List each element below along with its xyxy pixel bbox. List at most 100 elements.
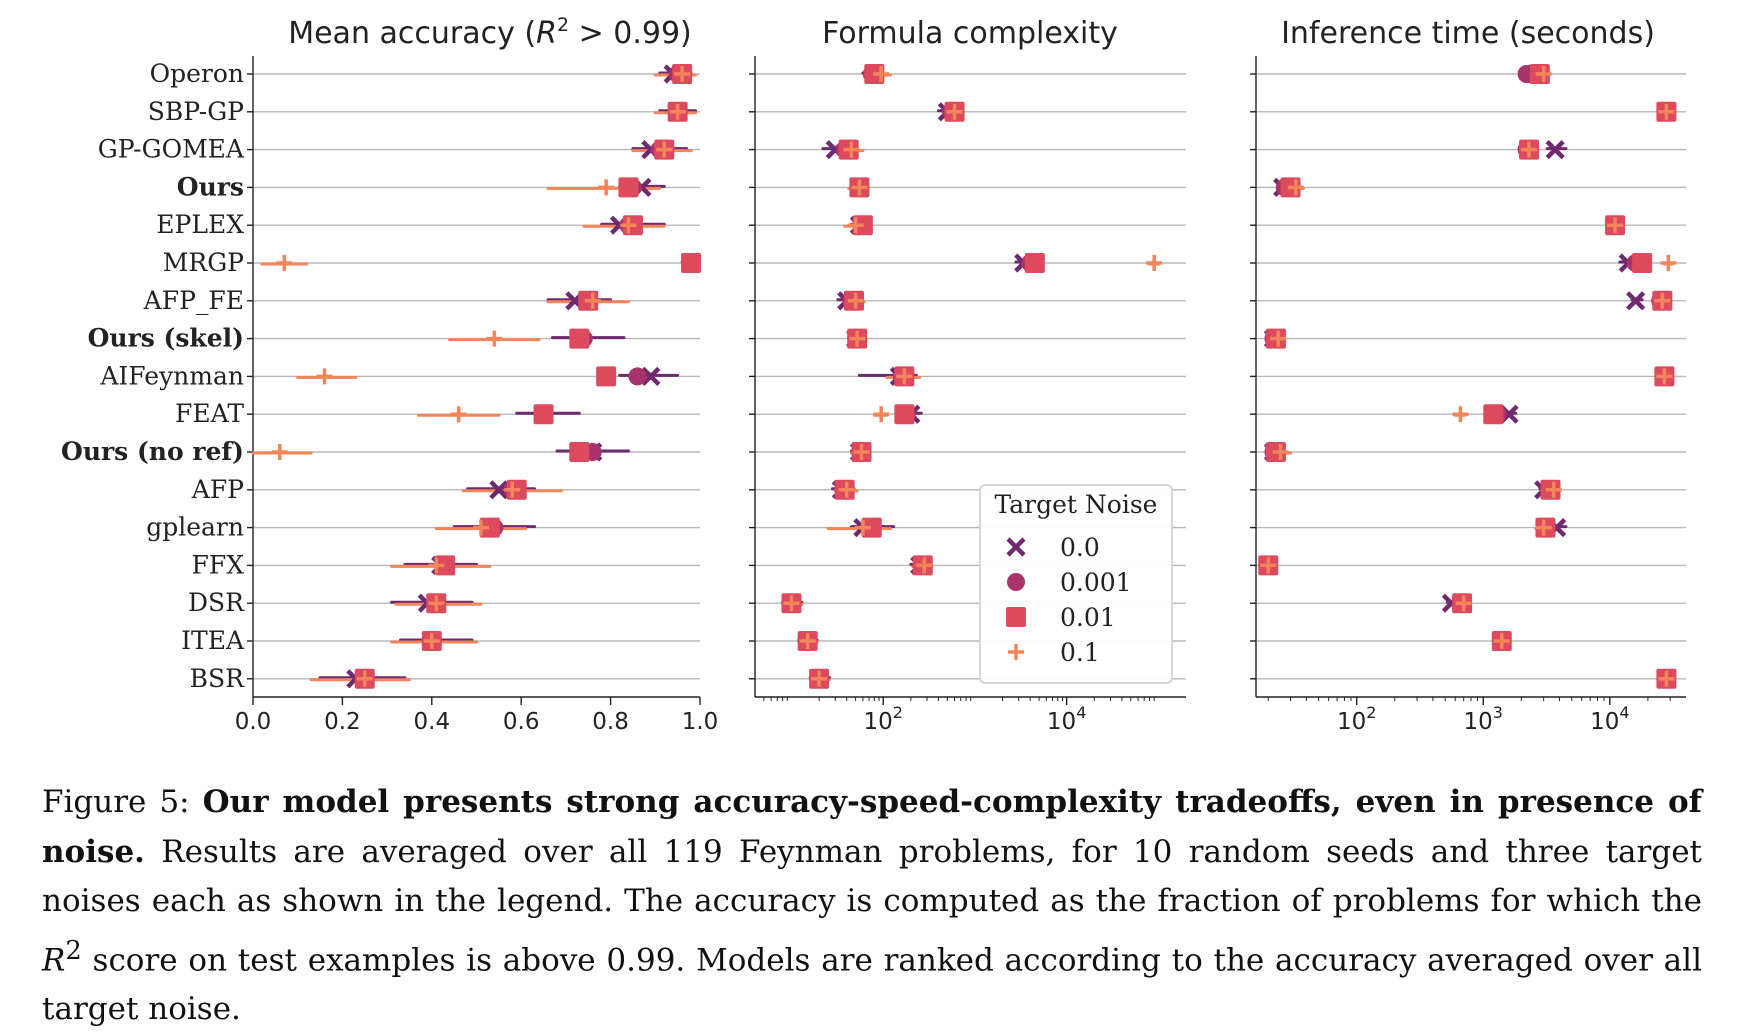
accuracy-xtick-label: 0.6 bbox=[503, 709, 540, 735]
accuracy-point-noise-0-1-ours-no-ref bbox=[271, 444, 288, 460]
accuracy-point-noise-0-1-operon bbox=[674, 66, 691, 82]
accuracy-point-noise-0-1-gplearn bbox=[472, 519, 489, 536]
accuracy-point-noise-0-0-aifeynman bbox=[641, 366, 661, 386]
method-label-ours-no-ref: Ours (no ref) bbox=[61, 437, 244, 466]
legend-label-0-01: 0.01 bbox=[1060, 603, 1116, 632]
complexity-point-noise-0-1-itea bbox=[799, 633, 816, 649]
method-label-ffx: FFX bbox=[192, 550, 245, 579]
legend-marker-0-1 bbox=[1008, 644, 1024, 660]
caption-text-1: Results are averaged over all 119 Feynma… bbox=[42, 833, 1702, 920]
time-xtick-label: 102 bbox=[1337, 703, 1376, 735]
complexity-point-noise-0-1-sbp-gp bbox=[946, 103, 963, 120]
method-label-eplex: EPLEX bbox=[156, 210, 244, 239]
accuracy-xtick-label: 0.0 bbox=[235, 709, 272, 735]
time-point-noise-0-0-afp-fe bbox=[1626, 291, 1646, 311]
accuracy-point-noise-0-1-afp-fe bbox=[584, 292, 601, 309]
accuracy-point-noise-0-1-ffx bbox=[428, 557, 445, 574]
time-point-noise-0-1-itea bbox=[1493, 633, 1510, 649]
method-label-gplearn: gplearn bbox=[146, 513, 244, 542]
time-point-noise-0-1-eplex bbox=[1607, 217, 1624, 234]
accuracy-point-noise-0-01-feat bbox=[533, 404, 554, 425]
results-figure: 0.0 0.2 0.4 0.6 0.8 1.0 102 104 102 103 104 Oper… bbox=[61, 14, 1686, 735]
complexity-point-noise-0-1-ffx bbox=[916, 557, 933, 574]
time-point-noise-0-1-bsr bbox=[1658, 670, 1675, 687]
legend-marker-0-001 bbox=[1007, 573, 1025, 591]
accuracy-xtick-label: 0.8 bbox=[592, 709, 629, 735]
accuracy-point-noise-0-1-mrgp bbox=[276, 255, 293, 271]
complexity-point-noise-0-1-dsr bbox=[783, 595, 800, 612]
complexity-panel: 102 104 bbox=[749, 56, 1186, 735]
accuracy-point-noise-0-01-gplearn bbox=[479, 517, 500, 538]
complexity-point-noise-0-1-operon bbox=[873, 66, 890, 82]
accuracy-panel-title: Mean accuracy (R2 > 0.99) bbox=[288, 14, 692, 51]
time-point-noise-0-1-sbp-gp bbox=[1658, 103, 1675, 120]
method-label-mrgp: MRGP bbox=[163, 248, 244, 277]
accuracy-point-noise-0-1-afp bbox=[504, 481, 521, 498]
time-point-noise-0-0-gp-gomea bbox=[1545, 140, 1565, 160]
accuracy-point-noise-0-01-ours-skel bbox=[569, 328, 590, 349]
time-point-noise-0-01-feat bbox=[1483, 404, 1504, 425]
time-point-noise-0-1-afp-fe bbox=[1654, 292, 1671, 309]
accuracy-point-noise-0-1-dsr bbox=[428, 595, 445, 612]
accuracy-point-noise-0-01-aifeynman bbox=[596, 366, 617, 387]
complexity-point-noise-0-1-afp bbox=[838, 481, 855, 498]
time-point-noise-0-1-feat bbox=[1452, 406, 1469, 423]
complexity-panel-title: Formula complexity bbox=[822, 16, 1118, 51]
legend-frame bbox=[979, 484, 1173, 684]
accuracy-xtick-label: 1.0 bbox=[682, 709, 719, 735]
complexity-point-noise-0-01-feat bbox=[894, 404, 915, 425]
legend-marker-0-0 bbox=[1006, 537, 1026, 557]
complexity-point-noise-0-1-bsr bbox=[811, 670, 828, 687]
legend-label-0-001: 0.001 bbox=[1060, 568, 1132, 597]
time-point-noise-0-1-ours-no-ref bbox=[1272, 444, 1289, 460]
method-label-operon: Operon bbox=[150, 59, 244, 88]
complexity-point-noise-0-1-afp-fe bbox=[847, 292, 864, 309]
time-point-noise-0-1-afp bbox=[1545, 481, 1562, 498]
method-labels: Operon SBP-GP GP-GOMEA Ours EPLEX MRGP AFP_FE O… bbox=[61, 59, 245, 693]
method-label-dsr: DSR bbox=[188, 588, 245, 617]
complexity-point-noise-0-1-aifeynman bbox=[896, 368, 913, 385]
legend: Target Noise 0.0 0.001 0.01 0.1 bbox=[979, 484, 1173, 684]
accuracy-point-noise-0-1-eplex bbox=[620, 217, 637, 234]
complexity-point-noise-0-1-eplex bbox=[847, 217, 864, 234]
caption-r-exponent: 2 bbox=[65, 935, 82, 966]
inference-time-panel: 102 103 104 bbox=[1250, 56, 1686, 735]
method-label-ours-skel: Ours (skel) bbox=[88, 324, 244, 353]
accuracy-point-noise-0-1-ours bbox=[598, 179, 615, 196]
time-point-noise-0-1-gp-gomea bbox=[1521, 141, 1538, 158]
method-label-feat: FEAT bbox=[175, 399, 244, 428]
time-point-noise-0-1-mrgp bbox=[1660, 255, 1677, 271]
method-label-aifeynman: AIFeynman bbox=[99, 361, 244, 390]
method-label-gp-gomea: GP-GOMEA bbox=[98, 135, 245, 164]
complexity-point-noise-0-1-gp-gomea bbox=[843, 141, 860, 158]
accuracy-point-noise-0-1-aifeynman bbox=[316, 368, 333, 385]
method-label-ours: Ours bbox=[177, 172, 244, 201]
complexity-point-noise-0-1-ours-no-ref bbox=[853, 444, 870, 460]
complexity-point-noise-0-1-ours-skel bbox=[849, 330, 866, 347]
complexity-point-noise-0-1-gplearn bbox=[854, 519, 871, 536]
caption-r-symbol: R bbox=[42, 941, 66, 978]
time-xtick-label: 103 bbox=[1464, 703, 1503, 735]
time-point-noise-0-1-aifeynman bbox=[1656, 368, 1673, 385]
accuracy-point-noise-0-01-ours bbox=[618, 177, 639, 198]
accuracy-xtick-label: 0.4 bbox=[414, 709, 451, 735]
time-panel-title: Inference time (seconds) bbox=[1281, 16, 1655, 51]
complexity-xtick-label: 102 bbox=[863, 703, 902, 735]
accuracy-point-noise-0-01-ffx bbox=[435, 555, 456, 576]
accuracy-xtick-label: 0.2 bbox=[324, 709, 361, 735]
complexity-point-noise-0-1-feat bbox=[873, 406, 890, 423]
complexity-point-noise-0-01-gplearn bbox=[861, 517, 882, 538]
accuracy-point-noise-0-1-ours-skel bbox=[486, 330, 503, 347]
accuracy-point-noise-0-01-mrgp bbox=[681, 253, 702, 273]
accuracy-panel: 0.0 0.2 0.4 0.6 0.8 1.0 bbox=[235, 56, 719, 735]
time-point-noise-0-01-mrgp bbox=[1632, 253, 1653, 273]
method-label-itea: ITEA bbox=[181, 626, 245, 655]
method-label-afp-fe: AFP_FE bbox=[143, 286, 244, 315]
accuracy-point-noise-0-1-sbp-gp bbox=[669, 103, 686, 120]
time-point-noise-0-1-operon bbox=[1535, 66, 1552, 82]
legend-label-0-0: 0.0 bbox=[1060, 533, 1100, 562]
caption-label: Figure 5: bbox=[42, 784, 203, 820]
time-point-noise-0-1-ffx bbox=[1260, 557, 1277, 574]
accuracy-point-noise-0-01-ours-no-ref bbox=[569, 442, 590, 462]
time-xtick-label: 104 bbox=[1590, 703, 1629, 735]
